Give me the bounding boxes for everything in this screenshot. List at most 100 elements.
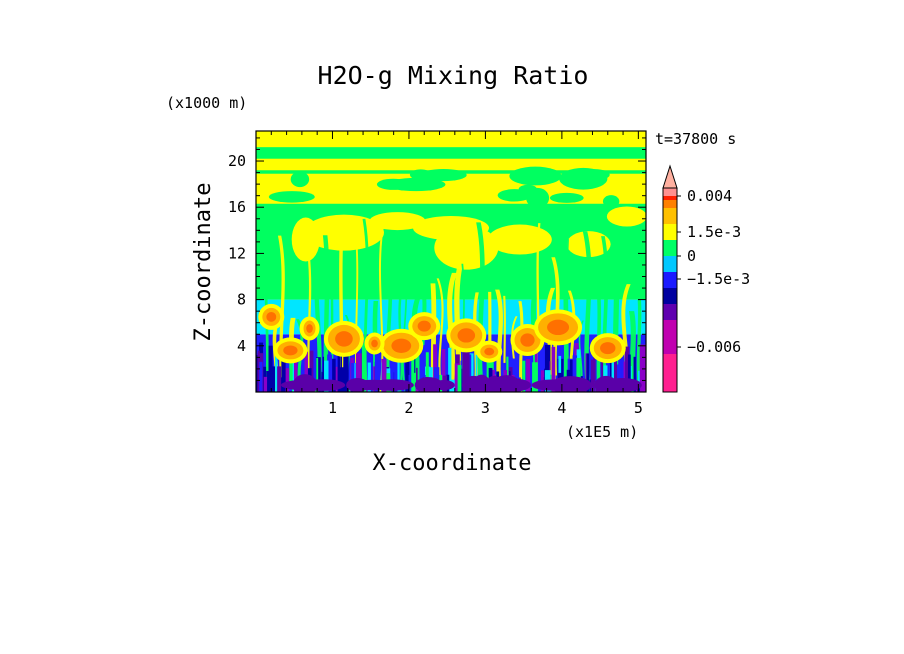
field-patch xyxy=(327,354,333,392)
colorbar-band xyxy=(663,272,677,288)
field-patch xyxy=(441,349,446,392)
field-patch xyxy=(285,368,290,392)
plot-frame xyxy=(255,130,647,393)
colorbar-band xyxy=(663,200,677,208)
field-patch xyxy=(547,319,570,336)
field-patch xyxy=(613,344,618,392)
field-patch xyxy=(509,166,562,186)
field-patch xyxy=(373,366,376,392)
field-patch xyxy=(367,362,371,392)
field-patch xyxy=(259,361,263,392)
y-tick-label: 12 xyxy=(228,244,246,262)
colorbar-band xyxy=(663,208,677,224)
field-patch xyxy=(569,359,576,392)
field-patch xyxy=(256,151,646,154)
field-patch xyxy=(549,192,584,203)
field-patch xyxy=(306,324,313,333)
field-patch xyxy=(411,355,415,392)
field-patch xyxy=(436,278,444,392)
field-patch xyxy=(268,191,315,203)
chart-title: H2O-g Mixing Ratio xyxy=(318,61,589,90)
y-tick-label: 4 xyxy=(237,337,246,355)
field-patch xyxy=(460,368,463,392)
field-patch xyxy=(289,354,295,392)
field-patch xyxy=(304,351,308,392)
colorbar-band xyxy=(663,240,677,256)
field-patch xyxy=(335,331,353,347)
field-patch xyxy=(522,360,526,392)
field-patch xyxy=(434,225,499,270)
field-patch xyxy=(266,370,271,392)
field-patch xyxy=(623,361,626,392)
field-patch xyxy=(290,171,310,188)
y-axis-label: Z-coordinate xyxy=(191,183,216,342)
field-patch xyxy=(490,378,532,392)
field-patch xyxy=(526,187,550,209)
field-patch xyxy=(457,365,462,392)
field-patch xyxy=(462,343,467,392)
field-patch xyxy=(520,333,535,347)
field-patch xyxy=(268,345,273,392)
field-patch xyxy=(381,358,387,392)
field-patch xyxy=(611,353,614,392)
x-tick-label: 3 xyxy=(481,399,490,417)
field-patch xyxy=(582,231,592,392)
field-patch xyxy=(280,379,331,391)
field-patch xyxy=(465,344,470,392)
colorbar-band xyxy=(663,224,677,240)
colorbar-band xyxy=(663,304,677,320)
field-patch xyxy=(400,253,408,392)
field-patch xyxy=(416,367,418,392)
field-patch xyxy=(602,195,620,208)
field-patch xyxy=(354,363,356,392)
field-patch xyxy=(586,353,590,392)
colorbar-band xyxy=(663,196,677,200)
field-patch xyxy=(343,370,346,392)
x-tick-label: 1 xyxy=(328,399,337,417)
field-patch xyxy=(578,320,584,392)
field-patch xyxy=(420,169,467,182)
field-patch xyxy=(607,357,610,392)
field-patch xyxy=(457,328,476,343)
field-patch xyxy=(419,345,426,392)
field-patch xyxy=(369,379,414,391)
field-patch xyxy=(414,377,443,392)
colorbar-band xyxy=(663,256,677,272)
field-patch xyxy=(291,217,320,262)
field-patch xyxy=(263,376,268,392)
field-patch xyxy=(283,345,298,356)
field-patch xyxy=(468,354,472,392)
field-patch xyxy=(594,375,618,392)
colorbar-band xyxy=(663,354,677,392)
field-patch xyxy=(371,339,378,348)
field-patch xyxy=(361,343,367,392)
field-patch xyxy=(256,131,646,148)
y-tick-label: 16 xyxy=(228,198,246,216)
colorbar-band xyxy=(663,188,677,196)
field-patch xyxy=(495,289,503,392)
field-patch xyxy=(487,224,552,255)
field-patch xyxy=(600,342,616,355)
x-tick-label: 2 xyxy=(404,399,413,417)
field-patch xyxy=(292,362,294,392)
field-patch xyxy=(576,357,581,392)
field-patch xyxy=(340,344,342,392)
field-patch xyxy=(486,343,491,392)
field-patch xyxy=(337,352,341,392)
field-patch xyxy=(266,311,277,322)
field-patch xyxy=(277,366,282,392)
field-patch xyxy=(551,346,556,392)
time-label: t=37800 s xyxy=(655,130,736,148)
y-tick-label: 8 xyxy=(237,291,246,309)
field-patch xyxy=(275,350,278,392)
field-patch xyxy=(590,359,596,392)
field-patch xyxy=(454,363,460,392)
field-patch xyxy=(316,357,319,392)
x-tick-label: 5 xyxy=(634,399,643,417)
field-patch xyxy=(324,360,329,392)
field-patch xyxy=(417,320,431,332)
field-patch xyxy=(281,342,286,392)
field-patch xyxy=(391,338,412,353)
field-patch xyxy=(475,354,478,392)
